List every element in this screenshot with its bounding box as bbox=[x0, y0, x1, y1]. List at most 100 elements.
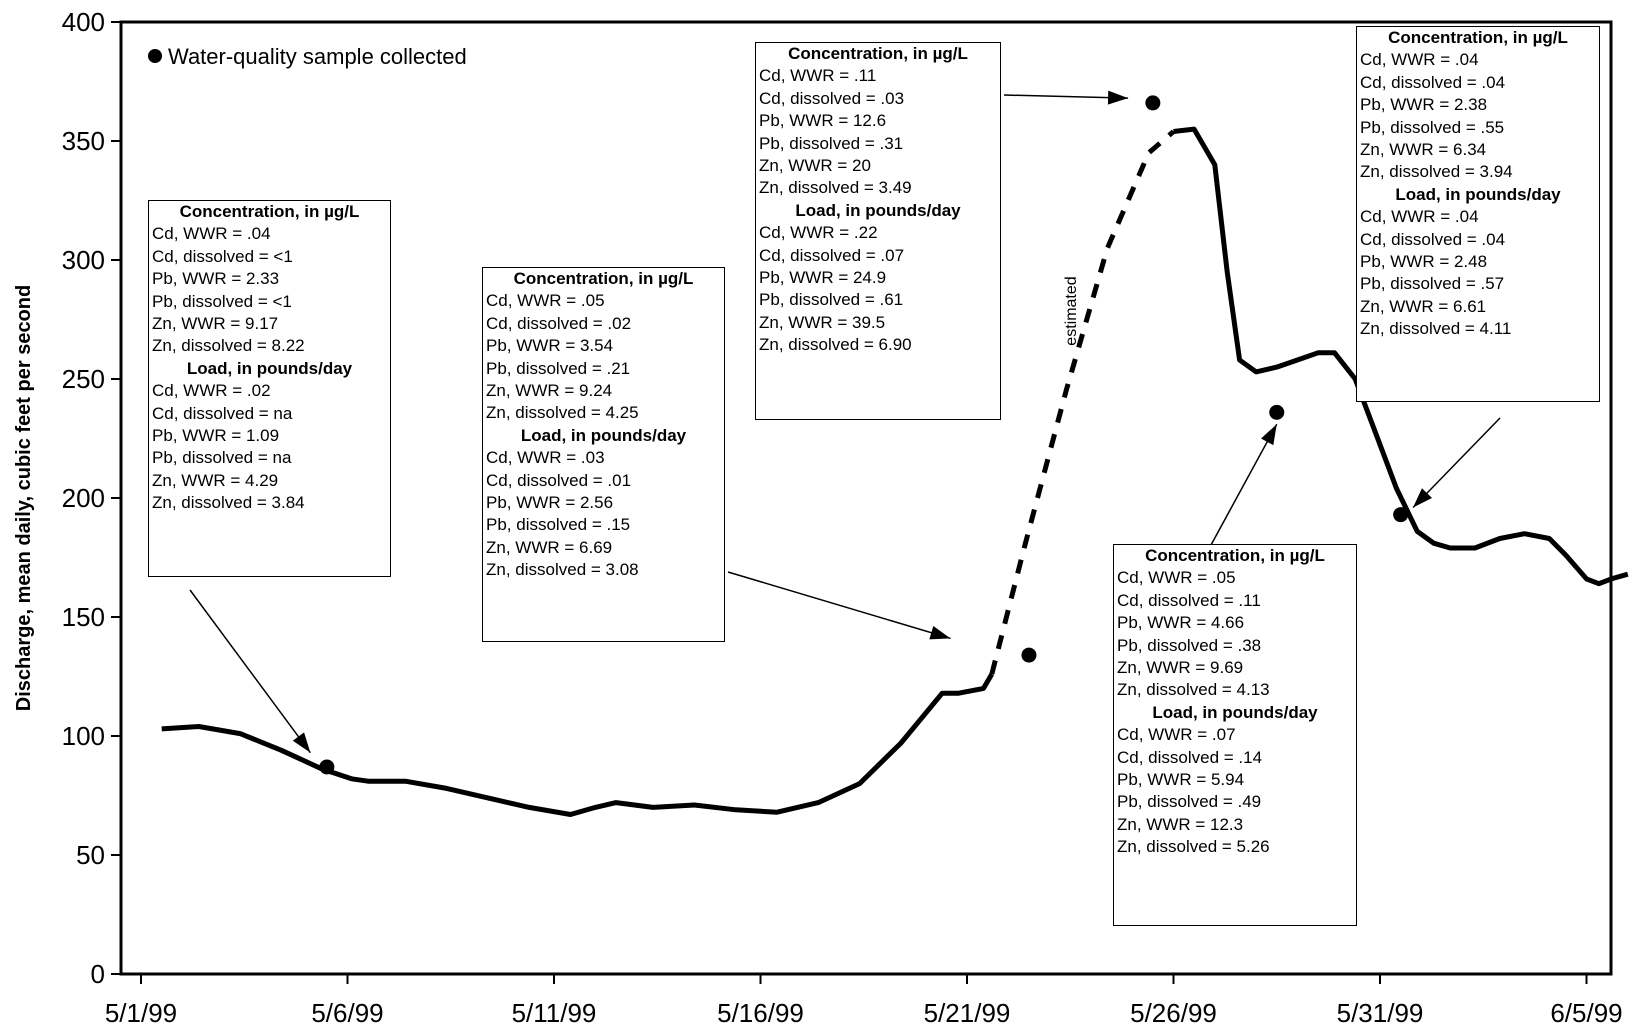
annotation-row: Zn, WWR = 39.5 bbox=[759, 312, 886, 332]
annotation-row: Cd, dissolved = .14 bbox=[1117, 747, 1263, 767]
annotation-row: Cd, WWR = .22 bbox=[759, 223, 878, 243]
annotation-row: Zn, dissolved = 6.90 bbox=[759, 335, 912, 355]
annotation-row: Zn, dissolved = 3.49 bbox=[759, 178, 912, 198]
annotation-row: Zn, WWR = 6.61 bbox=[1360, 296, 1487, 316]
estimated-label: estimated bbox=[1063, 276, 1080, 346]
annotation-row: Zn, WWR = 20 bbox=[759, 156, 871, 176]
annotation-box: Concentration, in µg/L Cd, WWR = .11 Cd,… bbox=[755, 42, 1001, 420]
annotation-row: Cd, dissolved = .11 bbox=[1117, 590, 1261, 610]
x-tick-label: 5/21/99 bbox=[924, 998, 1011, 1028]
x-tick-label: 5/26/99 bbox=[1130, 998, 1217, 1028]
annotation-row: Zn, WWR = 6.34 bbox=[1360, 140, 1487, 160]
annotation-row: Zn, dissolved = 3.94 bbox=[1360, 162, 1513, 182]
annotation-row: Pb, dissolved = .61 bbox=[759, 290, 904, 310]
y-tick-label: 250 bbox=[62, 364, 105, 394]
y-tick-label: 50 bbox=[76, 840, 105, 870]
annotation-row: Zn, WWR = 9.17 bbox=[152, 314, 279, 334]
sample-point bbox=[319, 759, 335, 775]
sample-point bbox=[1393, 507, 1409, 523]
discharge-series-line bbox=[161, 672, 994, 817]
annotation-row: Cd, dissolved = .02 bbox=[486, 313, 632, 333]
annotation-row: Zn, WWR = 12.3 bbox=[1117, 814, 1244, 834]
annotation-row: Zn, WWR = 9.69 bbox=[1117, 658, 1244, 678]
annotation-row: Zn, dissolved = 8.22 bbox=[152, 336, 305, 356]
annotation-row: Cd, dissolved = .04 bbox=[1360, 72, 1506, 92]
annotation-row: Zn, dissolved = 4.13 bbox=[1117, 680, 1270, 700]
annotation-row: Zn, WWR = 6.69 bbox=[486, 537, 613, 557]
annotation-row: Zn, dissolved = 3.84 bbox=[152, 493, 305, 513]
callout-arrow-line bbox=[1003, 94, 1129, 99]
annotation-row: Cd, dissolved = .03 bbox=[759, 88, 905, 108]
annotation-row: Pb, dissolved = .57 bbox=[1360, 274, 1505, 294]
annotation-row: Cd, dissolved = .07 bbox=[759, 245, 905, 265]
concentration-heading: Concentration, in µg/L bbox=[513, 269, 694, 288]
callout-arrow-line bbox=[1210, 423, 1278, 546]
annotation-row: Zn, WWR = 4.29 bbox=[152, 470, 279, 490]
callout-arrowhead bbox=[292, 732, 311, 753]
legend-marker bbox=[148, 49, 162, 63]
callout-arrowhead bbox=[1413, 488, 1432, 508]
annotation-row: Cd, WWR = .04 bbox=[1360, 50, 1479, 70]
callout-arrowhead bbox=[929, 625, 951, 640]
annotation-row: Pb, dissolved = <1 bbox=[152, 291, 292, 311]
y-tick-label: 200 bbox=[62, 483, 105, 513]
concentration-heading: Concentration, in µg/L bbox=[1145, 546, 1325, 565]
annotation-row: Pb, WWR = 2.56 bbox=[486, 493, 614, 513]
sample-point bbox=[1021, 647, 1037, 663]
annotation-row: Cd, WWR = .11 bbox=[759, 66, 877, 86]
annotation-box: Concentration, in µg/L Cd, WWR = .05 Cd,… bbox=[482, 267, 725, 642]
concentration-heading: Concentration, in µg/L bbox=[179, 202, 360, 221]
estimated-series-line bbox=[989, 129, 1176, 675]
annotation-box: Concentration, in µg/L Cd, WWR = .04 Cd,… bbox=[1356, 26, 1600, 402]
annotation-row: Pb, dissolved = .31 bbox=[759, 133, 904, 153]
load-heading: Load, in pounds/day bbox=[520, 425, 687, 445]
annotation-row: Cd, dissolved = .01 bbox=[486, 470, 632, 490]
load-heading: Load, in pounds/day bbox=[1152, 702, 1318, 722]
annotation-row: Cd, WWR = .04 bbox=[1360, 207, 1479, 227]
annotation-row: Pb, WWR = 2.38 bbox=[1360, 95, 1488, 115]
y-tick-label: 350 bbox=[62, 126, 105, 156]
annotation-row: Cd, WWR = .02 bbox=[152, 381, 271, 401]
annotation-box: Concentration, in µg/L Cd, WWR = .04 Cd,… bbox=[148, 200, 391, 577]
annotation-row: Cd, dissolved = <1 bbox=[152, 246, 293, 266]
x-tick-label: 5/6/99 bbox=[311, 998, 383, 1028]
annotation-box: Concentration, in µg/L Cd, WWR = .05 Cd,… bbox=[1113, 544, 1357, 926]
legend-label: Water-quality sample collected bbox=[168, 44, 467, 69]
y-tick-label: 300 bbox=[62, 245, 105, 275]
annotation-row: Pb, WWR = 24.9 bbox=[759, 268, 887, 288]
annotation-row: Cd, WWR = .07 bbox=[1117, 725, 1236, 745]
annotation-row: Pb, WWR = 3.54 bbox=[486, 336, 614, 356]
annotation-row: Cd, WWR = .04 bbox=[152, 224, 271, 244]
annotation-row: Zn, dissolved = 5.26 bbox=[1117, 837, 1270, 857]
concentration-heading: Concentration, in µg/L bbox=[788, 44, 968, 63]
discharge-series-line bbox=[1173, 126, 1629, 587]
annotation-row: Pb, WWR = 1.09 bbox=[152, 426, 280, 446]
sample-point bbox=[1145, 95, 1161, 111]
annotation-row: Pb, WWR = 4.66 bbox=[1117, 613, 1245, 633]
annotation-row: Pb, WWR = 2.33 bbox=[152, 269, 280, 289]
annotation-row: Pb, dissolved = .15 bbox=[486, 515, 631, 535]
concentration-heading: Concentration, in µg/L bbox=[1388, 28, 1568, 47]
annotation-row: Cd, WWR = .05 bbox=[486, 291, 605, 311]
annotation-row: Pb, dissolved = na bbox=[152, 448, 292, 468]
x-tick-label: 5/11/99 bbox=[512, 998, 597, 1028]
callout-arrow-line bbox=[1412, 417, 1501, 509]
annotation-row: Zn, dissolved = 3.08 bbox=[486, 560, 639, 580]
y-tick-label: 400 bbox=[62, 7, 105, 37]
annotation-row: Zn, WWR = 9.24 bbox=[486, 381, 613, 401]
y-tick-label: 100 bbox=[62, 721, 105, 751]
x-tick-label: 5/1/99 bbox=[105, 998, 177, 1028]
annotation-row: Pb, dissolved = .49 bbox=[1117, 792, 1262, 812]
annotation-row: Cd, dissolved = na bbox=[152, 403, 293, 423]
callout-arrow-line bbox=[189, 589, 311, 754]
annotation-row: Cd, WWR = .03 bbox=[486, 448, 605, 468]
annotation-row: Cd, WWR = .05 bbox=[1117, 568, 1236, 588]
x-tick-label: 6/5/99 bbox=[1550, 998, 1622, 1028]
load-heading: Load, in pounds/day bbox=[186, 358, 353, 378]
annotation-row: Pb, dissolved = .55 bbox=[1360, 117, 1505, 137]
annotation-row: Pb, dissolved = .38 bbox=[1117, 635, 1262, 655]
annotation-row: Pb, WWR = 2.48 bbox=[1360, 252, 1488, 272]
annotation-row: Pb, WWR = 12.6 bbox=[759, 111, 887, 131]
legend: Water-quality sample collected bbox=[148, 44, 467, 70]
